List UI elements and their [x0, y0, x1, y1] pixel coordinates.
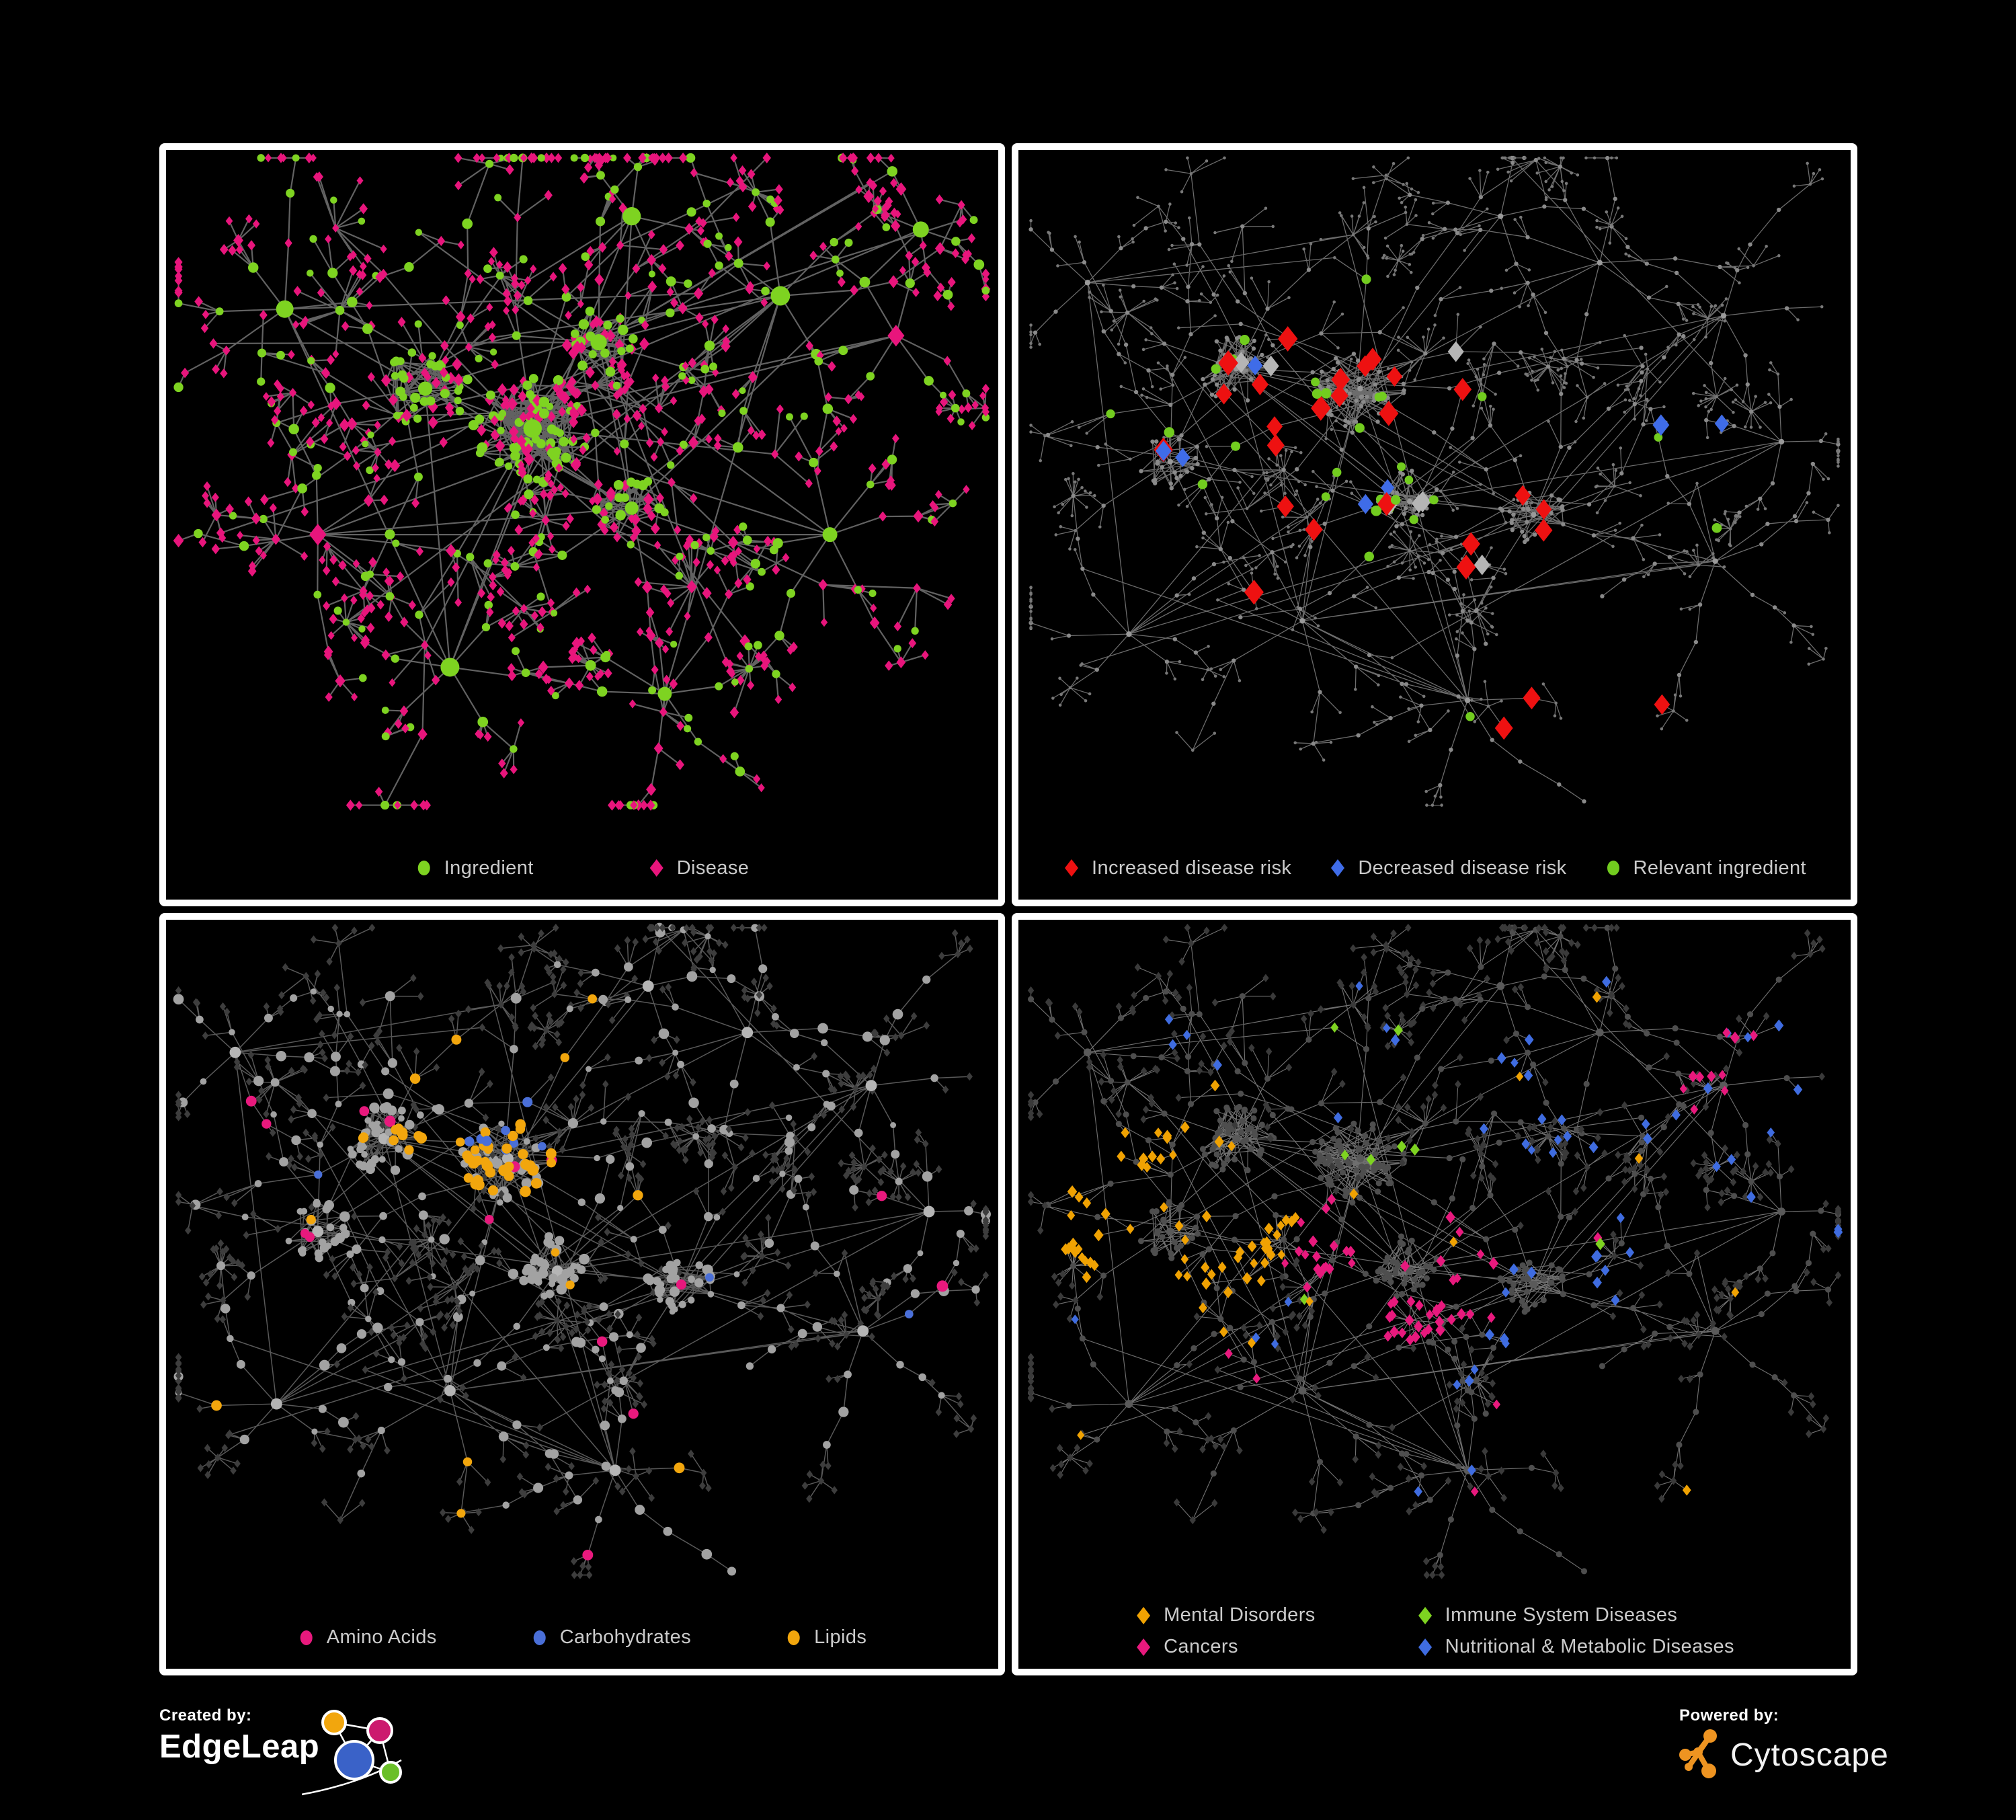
legend-circle-icon: [417, 861, 430, 875]
legend-circle-icon: [788, 1630, 801, 1645]
legend-item: Decreased disease risk: [1329, 857, 1566, 879]
legend-disease-risk: Increased disease risk Decreased disease …: [1063, 857, 1806, 879]
legend-circle-icon: [300, 1630, 313, 1645]
legend-diamond-icon: [1331, 859, 1345, 877]
powered-by-label: Powered by:: [1679, 1706, 1779, 1725]
legend-item: Cancers: [1135, 1636, 1316, 1658]
legend-label: Disease: [676, 857, 750, 879]
legend-item: Mental Disorders: [1135, 1604, 1316, 1626]
legend-label: Decreased disease risk: [1358, 857, 1567, 879]
network-graph-disease-risk: [1029, 155, 1841, 807]
network-graph-ingredient-disease: [173, 152, 991, 812]
legend-diamond-icon: [1418, 1638, 1432, 1656]
legend-diamond-icon: [1137, 1606, 1151, 1624]
legend-label: Lipids: [814, 1626, 867, 1648]
legend-circle-icon: [533, 1630, 546, 1645]
legend-label: Carbohydrates: [559, 1626, 692, 1648]
legend-label: Ingredient: [444, 857, 534, 879]
panel-ingredient-disease: Ingredient Disease: [159, 143, 1005, 906]
legend-label: Cancers: [1164, 1636, 1238, 1657]
legend-item: Relevant ingredient: [1605, 857, 1806, 879]
panel-disease-risk: Increased disease risk Decreased disease …: [1012, 143, 1857, 906]
legend-item: Disease: [648, 857, 750, 879]
legend-disease-categories: Mental Disorders Immune System Diseases Ca…: [1135, 1604, 1734, 1658]
panels-grid: Ingredient Disease Increased disease risk…: [159, 143, 1857, 1675]
legend-label: Amino Acids: [326, 1626, 437, 1648]
legend-label: Increased disease risk: [1091, 857, 1292, 879]
legend-circle-icon: [1607, 861, 1619, 875]
legend-item: Amino Acids: [298, 1626, 437, 1649]
powered-by-block: Powered by: Cytoscape: [1679, 1706, 1962, 1814]
legend-nutrient-classes: Amino Acids Carbohydrates Lipids: [298, 1626, 867, 1649]
panel-disease-categories: Mental Disorders Immune System Diseases Ca…: [1012, 912, 1857, 1675]
edgeleap-brand-text: EdgeLeap: [159, 1729, 320, 1765]
panel-nutrient-classes: Amino Acids Carbohydrates Lipids: [159, 912, 1005, 1675]
cytoscape-brand-text: Cytoscape: [1730, 1737, 1889, 1773]
legend-label: Mental Disorders: [1164, 1604, 1316, 1626]
legend-item: Nutritional & Metabolic Diseases: [1416, 1636, 1734, 1658]
legend-diamond-icon: [1064, 859, 1078, 877]
legend-item: Lipids: [785, 1626, 866, 1649]
created-by-label: Created by:: [159, 1706, 252, 1725]
legend-item: Carbohydrates: [531, 1626, 691, 1649]
legend-label: Immune System Diseases: [1445, 1604, 1678, 1626]
legend-label: Relevant ingredient: [1633, 857, 1807, 879]
cytoscape-logo-icon: [1679, 1729, 1717, 1778]
network-graph-disease-categories: [1027, 923, 1843, 1579]
network-graph-nutrient-classes: [173, 922, 991, 1579]
legend-item: Ingredient: [415, 857, 534, 879]
legend-item: Increased disease risk: [1063, 857, 1291, 879]
legend-diamond-icon: [1137, 1638, 1151, 1656]
legend-label: Nutritional & Metabolic Diseases: [1445, 1636, 1734, 1657]
legend-diamond-icon: [649, 859, 663, 877]
legend-diamond-icon: [1418, 1606, 1432, 1624]
legend-ingredient-disease: Ingredient Disease: [415, 857, 750, 879]
created-by-block: Created by: EdgeLeap: [159, 1706, 536, 1814]
legend-item: Immune System Diseases: [1416, 1604, 1734, 1626]
